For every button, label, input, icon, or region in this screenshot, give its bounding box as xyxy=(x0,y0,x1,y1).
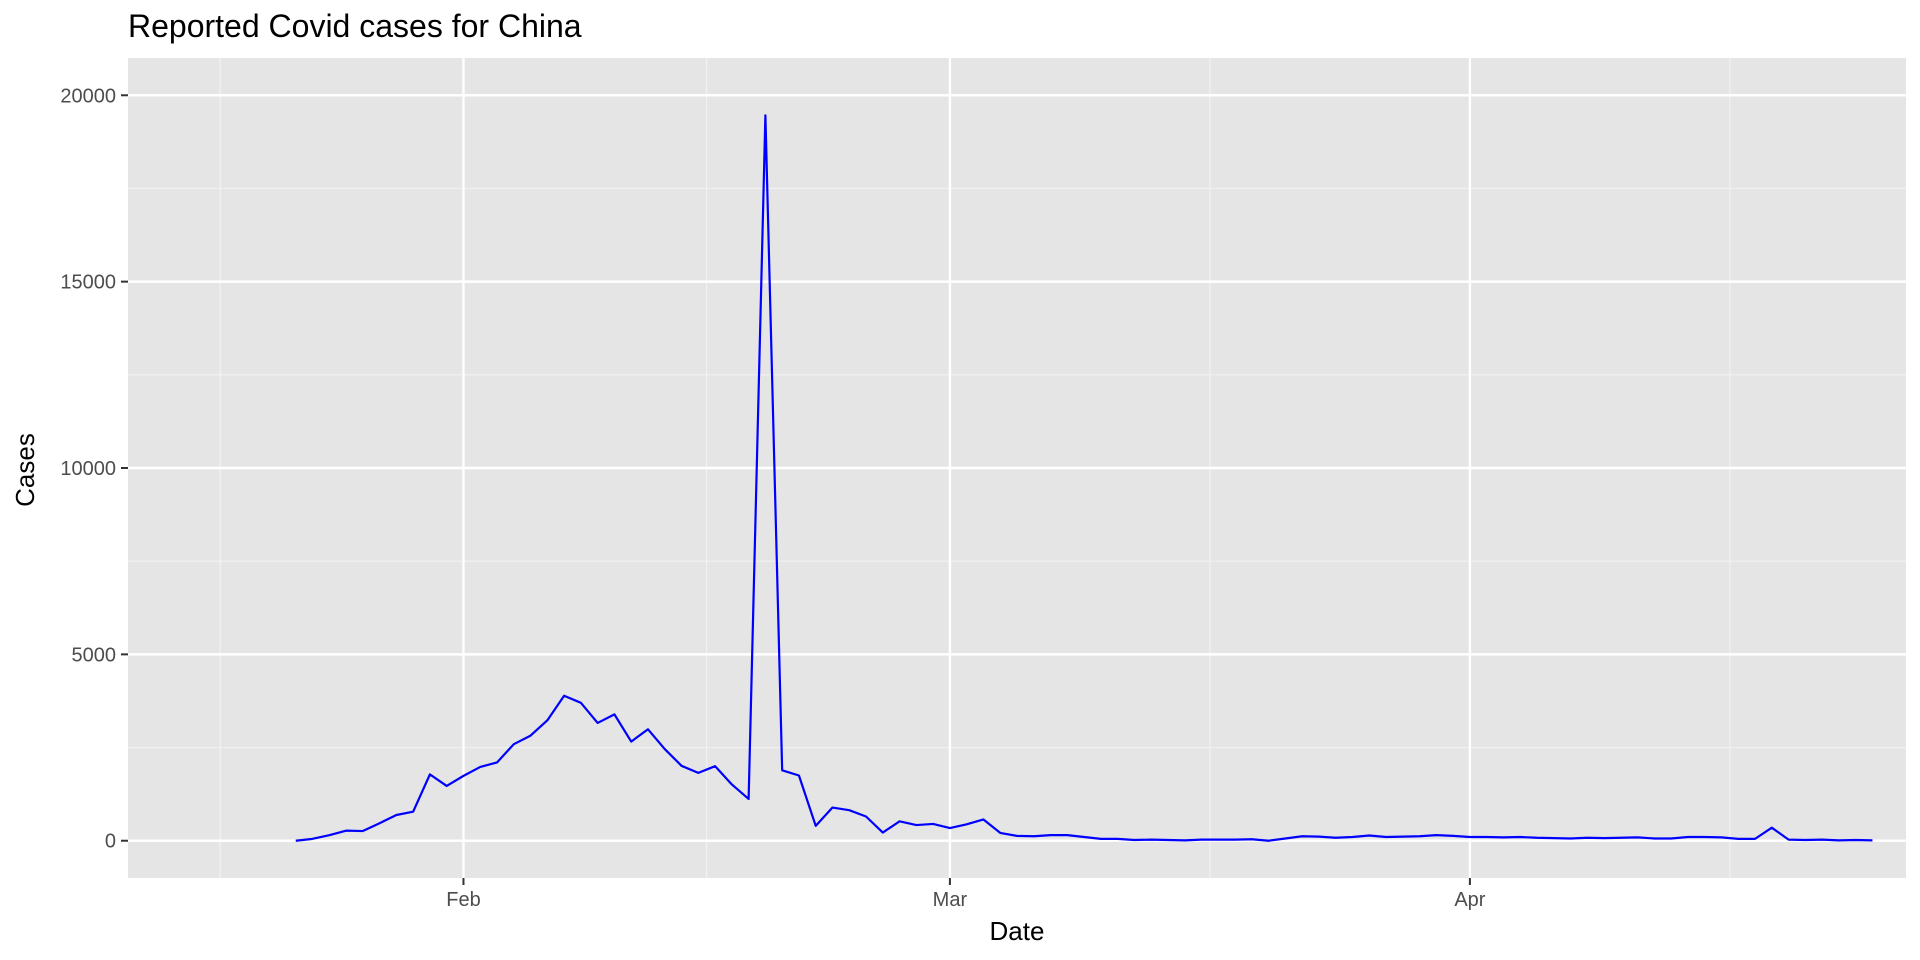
chart-title: Reported Covid cases for China xyxy=(128,8,582,44)
y-tick-label: 15000 xyxy=(60,272,116,294)
series-line xyxy=(295,114,1873,842)
x-axis-title: Date xyxy=(990,916,1045,946)
y-tick-label: 5000 xyxy=(72,644,117,666)
y-axis-title: Cases xyxy=(10,433,40,507)
y-axis: 0 5000 10000 15000 20000 xyxy=(60,85,128,853)
y-tick-label: 10000 xyxy=(60,458,116,480)
y-tick-label: 20000 xyxy=(60,85,116,107)
x-tick-label: Apr xyxy=(1454,889,1485,911)
x-tick-label: Feb xyxy=(446,889,480,911)
x-axis: Feb Mar Apr xyxy=(446,878,1486,911)
series-group xyxy=(295,114,1873,842)
x-tick-label: Mar xyxy=(933,889,968,911)
y-tick-label: 0 xyxy=(105,831,116,853)
major-gridlines xyxy=(128,58,1906,878)
